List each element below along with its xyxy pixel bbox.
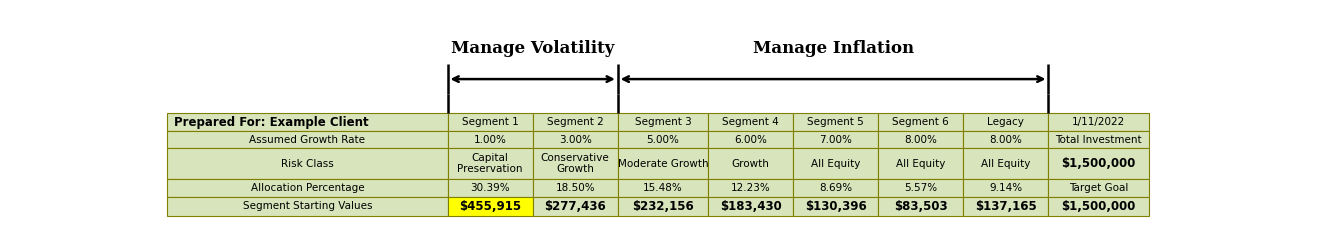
Bar (1048, 131, 1149, 148)
Text: $1,500,000: $1,500,000 (1062, 157, 1135, 170)
Bar (963, 131, 1048, 148)
Text: Target Goal: Target Goal (1069, 183, 1129, 193)
Bar (167, 148, 447, 179)
Bar (447, 148, 533, 179)
Bar (1048, 197, 1149, 216)
Text: Capital
Preservation: Capital Preservation (458, 153, 522, 174)
Bar (533, 148, 617, 179)
Text: 30.39%: 30.39% (470, 183, 510, 193)
Text: Assumed Growth Rate: Assumed Growth Rate (249, 135, 366, 144)
Text: Segment 2: Segment 2 (546, 117, 604, 127)
Bar (533, 179, 617, 197)
Bar (708, 148, 793, 179)
Text: 12.23%: 12.23% (731, 183, 770, 193)
Bar (617, 197, 708, 216)
Text: $232,156: $232,156 (632, 200, 694, 213)
Text: Legacy: Legacy (987, 117, 1024, 127)
Bar (878, 197, 963, 216)
Text: $277,436: $277,436 (545, 200, 607, 213)
Text: $83,503: $83,503 (894, 200, 948, 213)
Bar (1048, 179, 1149, 197)
Bar (708, 179, 793, 197)
Text: $130,396: $130,396 (805, 200, 866, 213)
Bar (963, 197, 1048, 216)
Bar (533, 197, 617, 216)
Bar (708, 131, 793, 148)
Bar (793, 179, 878, 197)
Text: 3.00%: 3.00% (558, 135, 592, 144)
Text: Total Investment: Total Investment (1055, 135, 1142, 144)
Text: All Equity: All Equity (981, 159, 1031, 169)
Text: Risk Class: Risk Class (281, 159, 333, 169)
Bar (447, 131, 533, 148)
Text: Growth: Growth (731, 159, 770, 169)
Bar (1048, 148, 1149, 179)
Text: Segment 3: Segment 3 (635, 117, 691, 127)
Text: 8.00%: 8.00% (904, 135, 937, 144)
Bar (617, 148, 708, 179)
Text: Manage Inflation: Manage Inflation (753, 40, 913, 57)
Text: All Equity: All Equity (896, 159, 945, 169)
Bar (617, 179, 708, 197)
Bar (963, 179, 1048, 197)
Text: Conservative
Growth: Conservative Growth (541, 153, 609, 174)
Bar (533, 131, 617, 148)
Text: 8.69%: 8.69% (819, 183, 852, 193)
Text: $183,430: $183,430 (719, 200, 782, 213)
Text: All Equity: All Equity (811, 159, 861, 169)
Bar (533, 113, 617, 131)
Text: 18.50%: 18.50% (556, 183, 595, 193)
Bar (167, 179, 447, 197)
Text: 1.00%: 1.00% (474, 135, 506, 144)
Text: Manage Volatility: Manage Volatility (451, 40, 615, 57)
Bar (1048, 113, 1149, 131)
Bar (708, 197, 793, 216)
Bar (708, 113, 793, 131)
Text: Segment 1: Segment 1 (462, 117, 518, 127)
Text: 1/11/2022: 1/11/2022 (1073, 117, 1125, 127)
Text: Segment 4: Segment 4 (722, 117, 779, 127)
Bar (167, 113, 447, 131)
Text: 9.14%: 9.14% (990, 183, 1023, 193)
Bar (963, 148, 1048, 179)
Bar (167, 197, 447, 216)
Text: Segment 5: Segment 5 (807, 117, 864, 127)
Text: Segment Starting Values: Segment Starting Values (242, 201, 372, 211)
Bar (167, 131, 447, 148)
Text: 5.57%: 5.57% (904, 183, 937, 193)
Bar (617, 131, 708, 148)
Text: Prepared For: Example Client: Prepared For: Example Client (174, 116, 368, 128)
Text: 5.00%: 5.00% (647, 135, 679, 144)
Bar (793, 197, 878, 216)
Text: $455,915: $455,915 (459, 200, 521, 213)
Bar (878, 113, 963, 131)
Text: Allocation Percentage: Allocation Percentage (250, 183, 364, 193)
Bar (617, 113, 708, 131)
Text: Moderate Growth: Moderate Growth (617, 159, 708, 169)
Text: 7.00%: 7.00% (819, 135, 852, 144)
Text: $137,165: $137,165 (975, 200, 1036, 213)
Bar (793, 131, 878, 148)
Bar (447, 197, 533, 216)
Text: 6.00%: 6.00% (734, 135, 767, 144)
Bar (793, 113, 878, 131)
Bar (447, 179, 533, 197)
Bar (878, 148, 963, 179)
Text: 8.00%: 8.00% (990, 135, 1022, 144)
Text: $1,500,000: $1,500,000 (1062, 200, 1135, 213)
Text: 15.48%: 15.48% (643, 183, 683, 193)
Bar (447, 113, 533, 131)
Text: Segment 6: Segment 6 (892, 117, 949, 127)
Bar (878, 179, 963, 197)
Bar (878, 131, 963, 148)
Bar (963, 113, 1048, 131)
Bar (793, 148, 878, 179)
